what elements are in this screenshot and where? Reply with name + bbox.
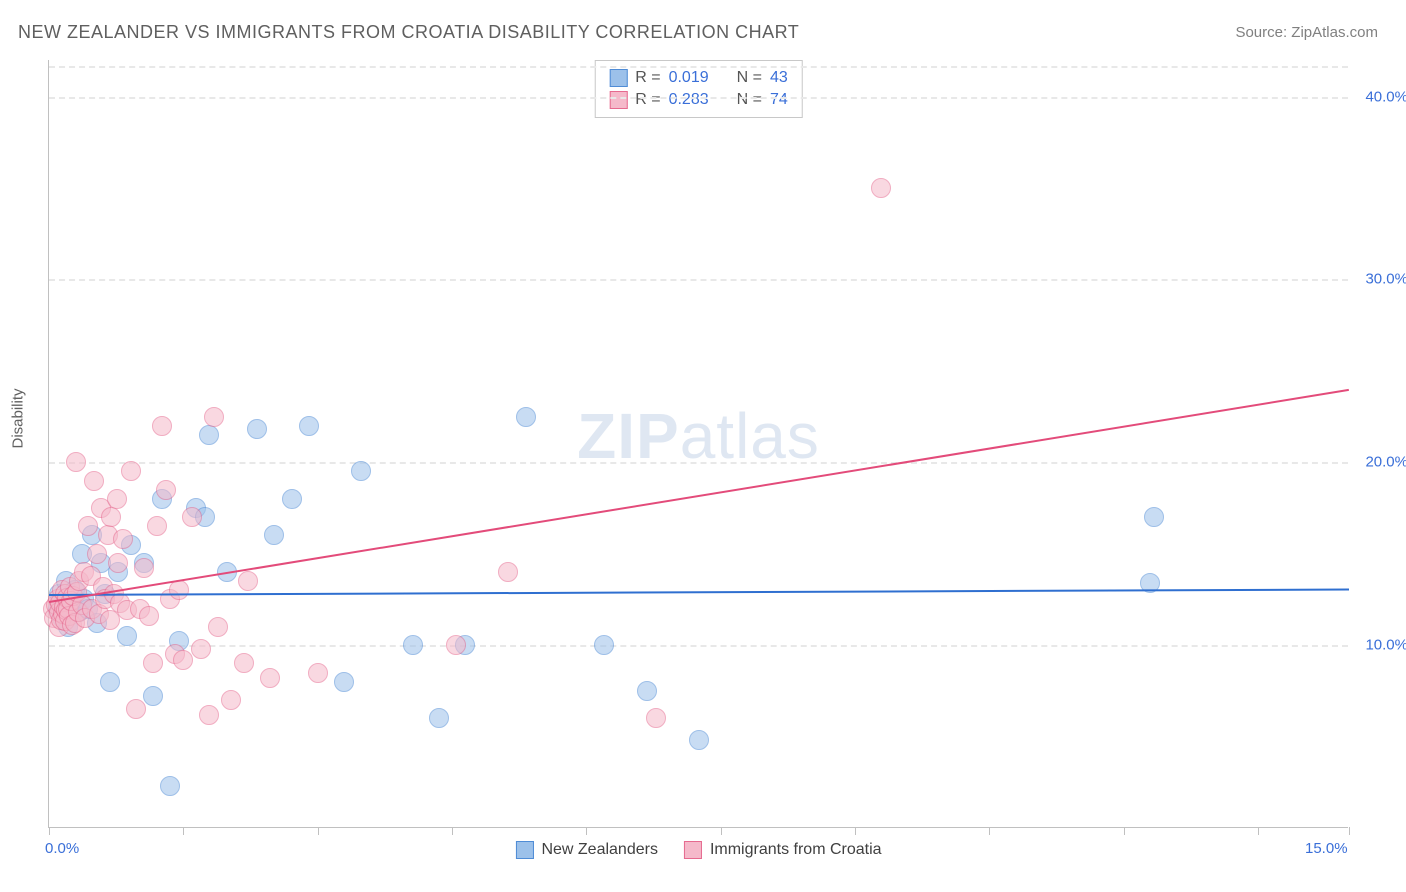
gridline bbox=[49, 645, 1348, 647]
legend-series-label: New Zealanders bbox=[541, 841, 658, 859]
scatter-point bbox=[516, 407, 536, 427]
scatter-point bbox=[160, 776, 180, 796]
legend-series-label: Immigrants from Croatia bbox=[710, 841, 882, 859]
x-tick bbox=[586, 827, 587, 835]
x-tick bbox=[855, 827, 856, 835]
gridline bbox=[49, 279, 1348, 281]
y-axis-label: Disability bbox=[10, 388, 27, 448]
x-tick-label: 15.0% bbox=[1305, 840, 1348, 857]
gridline bbox=[49, 462, 1348, 464]
legend-row: R = 0.019 N = 43 bbox=[609, 67, 788, 89]
scatter-point bbox=[403, 635, 423, 655]
scatter-point bbox=[646, 708, 666, 728]
scatter-point bbox=[446, 635, 466, 655]
x-tick bbox=[1258, 827, 1259, 835]
scatter-point bbox=[299, 416, 319, 436]
scatter-point bbox=[334, 672, 354, 692]
plot-area: ZIPatlas R =0.019N =43R =0.283N =74 New … bbox=[48, 60, 1348, 828]
scatter-point bbox=[260, 668, 280, 688]
legend-r-label: R = bbox=[635, 69, 660, 87]
x-tick bbox=[1349, 827, 1350, 835]
scatter-point bbox=[208, 617, 228, 637]
x-tick bbox=[318, 827, 319, 835]
y-tick-label: 30.0% bbox=[1352, 271, 1406, 288]
x-tick bbox=[183, 827, 184, 835]
scatter-point bbox=[108, 553, 128, 573]
source-attribution: Source: ZipAtlas.com bbox=[1235, 24, 1378, 41]
scatter-point bbox=[238, 571, 258, 591]
scatter-point bbox=[143, 686, 163, 706]
scatter-point bbox=[264, 525, 284, 545]
scatter-point bbox=[429, 708, 449, 728]
legend-swatch bbox=[684, 841, 702, 859]
y-tick-label: 40.0% bbox=[1352, 88, 1406, 105]
gridline bbox=[49, 97, 1348, 99]
scatter-point bbox=[282, 489, 302, 509]
legend-n-value: 74 bbox=[770, 91, 788, 109]
scatter-point bbox=[78, 516, 98, 536]
legend-series: New Zealanders Immigrants from Croatia bbox=[515, 841, 881, 859]
scatter-point bbox=[87, 544, 107, 564]
x-tick bbox=[721, 827, 722, 835]
trend-line bbox=[49, 389, 1349, 603]
scatter-point bbox=[1144, 507, 1164, 527]
scatter-point bbox=[156, 480, 176, 500]
scatter-point bbox=[121, 461, 141, 481]
y-tick-label: 20.0% bbox=[1352, 454, 1406, 471]
scatter-point bbox=[199, 425, 219, 445]
scatter-point bbox=[147, 516, 167, 536]
scatter-point bbox=[594, 635, 614, 655]
legend-series-item: Immigrants from Croatia bbox=[684, 841, 882, 859]
scatter-point bbox=[351, 461, 371, 481]
scatter-point bbox=[169, 580, 189, 600]
scatter-point bbox=[191, 639, 211, 659]
scatter-point bbox=[234, 653, 254, 673]
scatter-point bbox=[221, 690, 241, 710]
x-tick bbox=[49, 827, 50, 835]
scatter-point bbox=[139, 606, 159, 626]
legend-series-item: New Zealanders bbox=[515, 841, 658, 859]
scatter-point bbox=[101, 507, 121, 527]
legend-swatch bbox=[515, 841, 533, 859]
scatter-point bbox=[126, 699, 146, 719]
scatter-point bbox=[199, 705, 219, 725]
gridline bbox=[49, 66, 1348, 68]
scatter-point bbox=[204, 407, 224, 427]
scatter-point bbox=[247, 419, 267, 439]
legend-n-value: 43 bbox=[770, 69, 788, 87]
x-tick-label: 0.0% bbox=[45, 840, 79, 857]
legend-r-value: 0.283 bbox=[669, 91, 709, 109]
scatter-point bbox=[308, 663, 328, 683]
legend-swatch bbox=[609, 69, 627, 87]
legend-n-label: N = bbox=[737, 69, 762, 87]
x-tick bbox=[989, 827, 990, 835]
x-tick bbox=[452, 827, 453, 835]
scatter-point bbox=[134, 558, 154, 578]
legend-row: R = 0.283 N = 74 bbox=[609, 89, 788, 111]
legend-swatch bbox=[609, 91, 627, 109]
scatter-point bbox=[100, 672, 120, 692]
scatter-point bbox=[117, 626, 137, 646]
scatter-point bbox=[152, 416, 172, 436]
scatter-point bbox=[143, 653, 163, 673]
scatter-point bbox=[84, 471, 104, 491]
chart-title: NEW ZEALANDER VS IMMIGRANTS FROM CROATIA… bbox=[18, 22, 799, 43]
scatter-point bbox=[498, 562, 518, 582]
x-tick bbox=[1124, 827, 1125, 835]
scatter-point bbox=[113, 529, 133, 549]
legend-r-value: 0.019 bbox=[669, 69, 709, 87]
legend-r-label: R = bbox=[635, 91, 660, 109]
scatter-point bbox=[66, 452, 86, 472]
scatter-point bbox=[689, 730, 709, 750]
scatter-point bbox=[871, 178, 891, 198]
legend-n-label: N = bbox=[737, 91, 762, 109]
scatter-point bbox=[637, 681, 657, 701]
legend-correlation-box: R = 0.019 N = 43 R = 0.283 N = 74 bbox=[594, 60, 803, 118]
scatter-point bbox=[107, 489, 127, 509]
scatter-point bbox=[182, 507, 202, 527]
y-tick-label: 10.0% bbox=[1352, 637, 1406, 654]
scatter-point bbox=[173, 650, 193, 670]
